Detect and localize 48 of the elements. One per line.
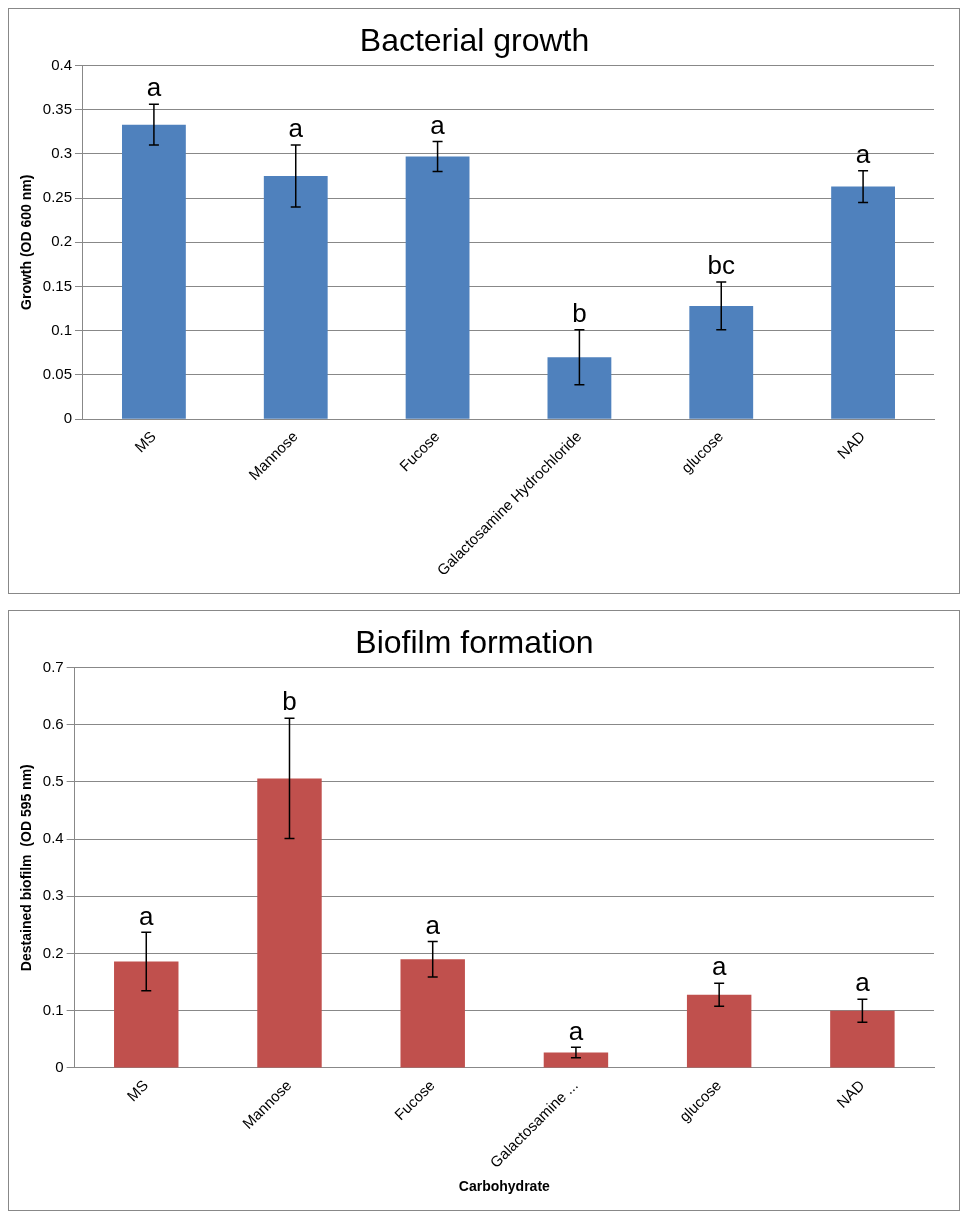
- bar: [114, 961, 179, 1068]
- y-tick-label: 0.6: [42, 714, 64, 732]
- y-tick-label: 0.25: [42, 188, 72, 206]
- y-tick-label: 0.4: [42, 829, 64, 847]
- bar: [405, 156, 470, 419]
- chart-title: Bacterial growth: [359, 22, 590, 59]
- annotation: a: [568, 1015, 584, 1046]
- y-tick-label: 0.5: [42, 771, 64, 789]
- annotation: b: [572, 297, 587, 328]
- y-tick-label: 0: [55, 1058, 64, 1076]
- annotation: b: [282, 686, 297, 717]
- y-tick-label: 0.4: [51, 55, 72, 73]
- annotation: a: [855, 967, 871, 998]
- y-tick-label: 0.1: [42, 1000, 64, 1018]
- y-tick-label: 0.15: [42, 276, 72, 294]
- y-tick-label: 0.3: [42, 886, 64, 904]
- bar: [122, 124, 186, 419]
- bar: [689, 305, 754, 419]
- bar: [547, 357, 612, 419]
- annotation: a: [430, 109, 446, 140]
- annotation: a: [425, 909, 441, 940]
- bar: [831, 186, 895, 419]
- bar: [543, 1052, 609, 1068]
- annotation: a: [711, 951, 727, 982]
- annotation: a: [139, 900, 155, 931]
- y-tick-label: 0.2: [51, 232, 72, 250]
- x-axis-title: Carbohydrate: [458, 1178, 551, 1195]
- y-tick-label: 0.3: [51, 143, 72, 161]
- annotation: a: [146, 72, 162, 103]
- bar: [686, 994, 752, 1068]
- bar: [400, 959, 465, 1068]
- annotation: a: [288, 113, 304, 144]
- annotation: a: [855, 138, 871, 169]
- annotation: bc: [707, 250, 735, 281]
- y-axis-title: Growth (OD 600 nm): [18, 174, 35, 310]
- x-tick-label: MS: [123, 1076, 152, 1105]
- y-tick-label: 0.7: [42, 657, 64, 675]
- bar: [263, 175, 328, 419]
- bar: [830, 1010, 895, 1068]
- y-tick-label: 0.1: [51, 320, 72, 338]
- y-tick-label: 0.35: [42, 99, 72, 117]
- y-tick-label: 0.05: [42, 365, 72, 383]
- y-axis-title: Destained biofilm (OD 595 nm): [18, 764, 35, 972]
- bar: [257, 778, 322, 1068]
- y-tick-label: 0: [63, 409, 72, 427]
- chart-title: Biofilm formation: [355, 624, 594, 661]
- x-tick-label: MS: [131, 427, 159, 456]
- y-tick-label: 0.2: [42, 943, 64, 961]
